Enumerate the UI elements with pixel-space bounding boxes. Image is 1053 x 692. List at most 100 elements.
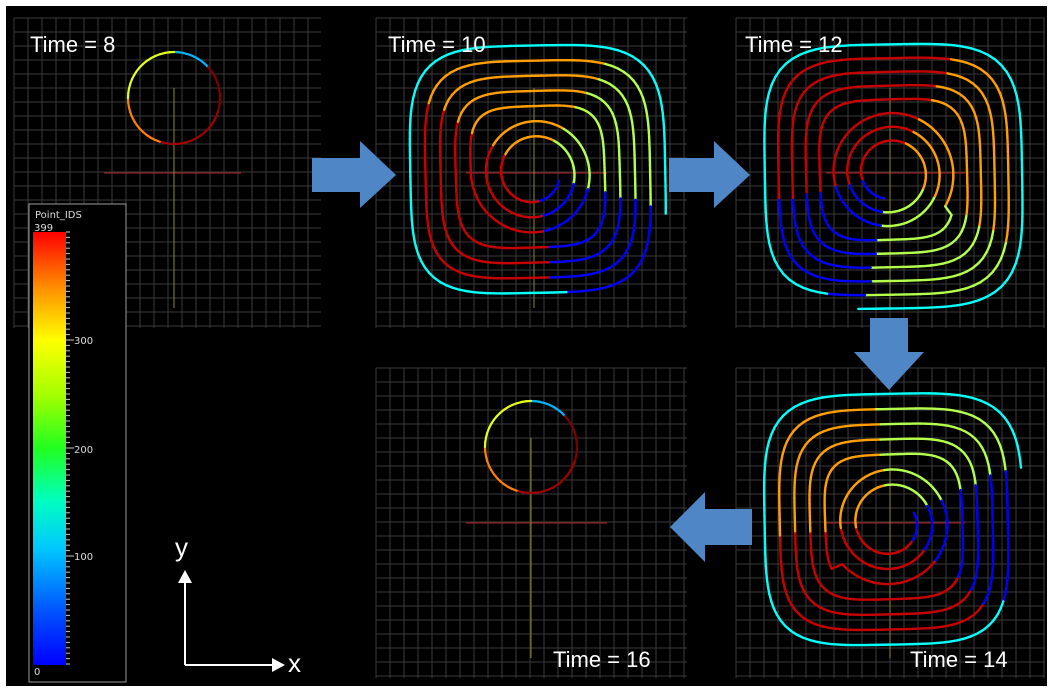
curve-segment <box>953 44 964 48</box>
curve-segment <box>770 599 775 610</box>
curve-segment <box>1003 416 1011 426</box>
curve-segment <box>972 280 982 287</box>
curve-segment <box>767 433 773 443</box>
curve-segment <box>826 59 837 64</box>
curve-segment <box>949 393 959 397</box>
curve-segment <box>774 68 782 79</box>
curve-segment <box>1003 106 1007 117</box>
panel-t10-curve <box>408 43 667 295</box>
curve-segment <box>992 406 1001 414</box>
curve-segment <box>991 264 999 274</box>
curve-segment <box>972 64 982 71</box>
curve-segment <box>788 77 796 86</box>
curve-segment <box>623 51 634 58</box>
curve-segment <box>461 47 472 52</box>
curve-segment <box>957 59 968 64</box>
curve-segment <box>823 45 834 49</box>
curve-segment <box>995 84 1002 95</box>
panel-t12: Time = 12 <box>735 17 1045 328</box>
curve-segment <box>654 83 660 93</box>
curve-segment <box>765 218 769 230</box>
curve-segment <box>793 72 802 80</box>
curve-segment <box>964 284 975 290</box>
curve-segment <box>659 97 663 108</box>
curve-segment <box>777 265 785 275</box>
curve-segment <box>956 393 967 398</box>
curve-segment <box>1018 236 1023 248</box>
colorbar-tick-300: 300 <box>74 336 93 347</box>
curve-segment <box>970 47 981 53</box>
curve-segment <box>764 447 769 458</box>
panel-t12-curve <box>763 42 1024 311</box>
curve-segment <box>793 402 803 408</box>
curve-segment <box>409 103 414 114</box>
curve-segment <box>1019 119 1023 131</box>
curve-segment <box>1009 78 1016 89</box>
curve-segment <box>993 58 1003 67</box>
curve-segment <box>1006 271 1014 282</box>
curve-segment <box>784 83 791 93</box>
y-axis-arrowhead <box>178 570 192 583</box>
curve-segment <box>777 414 785 423</box>
curve-segment <box>794 282 805 289</box>
curve-segment <box>594 44 605 49</box>
curve-segment <box>616 49 627 55</box>
curve-segment <box>1011 429 1017 440</box>
colorbar-tick-100: 100 <box>74 552 93 563</box>
curve-segment <box>831 44 842 48</box>
curve-segment <box>961 45 973 50</box>
curve-segment <box>661 112 665 122</box>
curve-segment <box>1002 241 1008 252</box>
curve-segment <box>768 592 773 603</box>
curve-segment <box>819 60 829 65</box>
curve-segment <box>764 99 769 111</box>
curve-segment <box>808 638 819 644</box>
curve-segment <box>781 409 790 418</box>
curve-segment <box>809 289 821 294</box>
curve-segment <box>429 59 438 67</box>
panel-label-t12: Time = 12 <box>745 32 843 57</box>
curve-segment <box>985 402 995 409</box>
curve-segment <box>1004 114 1008 125</box>
curve-segment <box>778 104 783 114</box>
y-axis-label: y <box>175 532 188 562</box>
colorbar-minor-ticks <box>66 231 74 665</box>
curve-segment <box>985 270 994 279</box>
colorbar: Point_IDS 399 300 200 100 0 <box>28 203 127 683</box>
curve-segment <box>1000 278 1009 288</box>
curve-segment <box>941 290 952 294</box>
curve-segment <box>1014 254 1020 266</box>
curve-segment <box>1018 459 1023 469</box>
curve-segment <box>780 231 785 241</box>
curve-segment <box>814 46 826 51</box>
curve-segment <box>944 43 956 47</box>
curve-segment <box>968 299 980 305</box>
curve-segment <box>948 289 960 294</box>
curve-segment <box>782 89 788 100</box>
curve-segment <box>787 405 797 413</box>
curve-segment <box>766 234 771 246</box>
curve-segment <box>765 440 771 451</box>
curve-segment <box>770 250 776 261</box>
curve-segment <box>998 410 1006 419</box>
colorbar-tick-0: 0 <box>34 667 40 678</box>
curve-segment <box>647 69 654 79</box>
curve-segment <box>660 104 664 115</box>
curve-segment <box>642 64 650 73</box>
curve-segment <box>587 44 598 48</box>
curve-segment <box>951 303 963 308</box>
curve-segment <box>787 252 794 261</box>
curve-segment <box>770 426 776 436</box>
curve-segment <box>996 257 1003 267</box>
curve-segment <box>1005 226 1010 237</box>
curve-segment <box>822 277 832 281</box>
arrow-t14-to-t16 <box>670 492 752 562</box>
curve-segment <box>416 75 423 85</box>
x-axis-label: x <box>288 648 301 678</box>
colorbar-tick-399: 399 <box>34 223 53 234</box>
transition-arrows <box>312 141 924 562</box>
curve-segment <box>942 57 953 61</box>
curve-segment <box>784 57 794 66</box>
colorbar-tick-200: 200 <box>74 445 93 456</box>
curve-segment <box>768 242 773 254</box>
